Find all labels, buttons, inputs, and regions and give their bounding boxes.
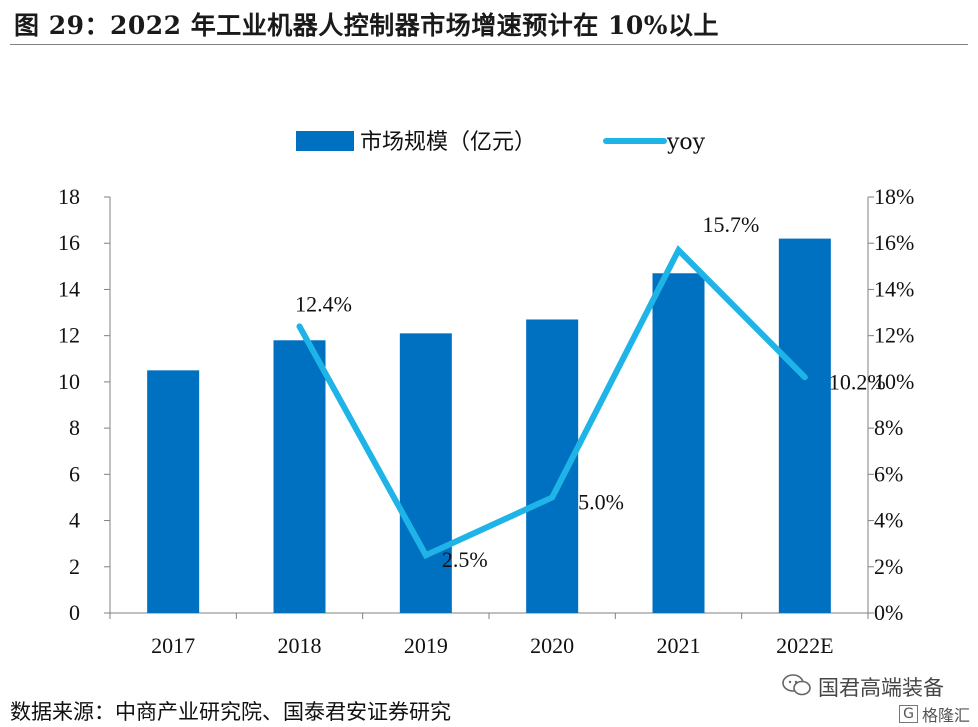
bar (147, 370, 200, 613)
legend-bar-label: 市场规模（亿元） (360, 130, 536, 155)
y-tick-label-right: 0% (874, 600, 903, 625)
source-note: 数据来源：中商产业研究院、国泰君安证券研究 (10, 700, 451, 724)
y-tick-label-left: 10 (58, 369, 80, 394)
x-tick-label: 2017 (151, 633, 195, 658)
y-tick-label-left: 16 (58, 230, 80, 255)
y-tick-label-right: 16% (874, 230, 914, 255)
badge-text: 格隆汇 (921, 706, 970, 725)
y-tick-label-left: 4 (69, 508, 80, 533)
y-tick-label-right: 14% (874, 276, 914, 301)
y-tick-label-right: 2% (874, 554, 903, 579)
y-tick-label-right: 4% (874, 508, 903, 533)
y-tick-label-left: 12 (58, 323, 80, 348)
bar (399, 333, 452, 613)
y-tick-label-left: 14 (58, 276, 80, 301)
y-tick-label-right: 6% (874, 461, 903, 486)
x-tick-label: 2020 (530, 633, 574, 658)
y-tick-label-right: 18% (874, 184, 914, 209)
yoy-data-label: 15.7% (703, 212, 760, 237)
y-tick-label-right: 8% (874, 415, 903, 440)
badge-letter: G (899, 705, 918, 723)
source-badge: G 格隆汇 (899, 702, 970, 726)
y-tick-label-left: 8 (69, 415, 80, 440)
title-divider (10, 44, 968, 45)
chart-title: 图 29：2022 年工业机器人控制器市场增速预计在 10%以上 (14, 11, 720, 40)
legend-line-label: yoy (666, 130, 706, 155)
legend: 市场规模（亿元） yoy (296, 130, 706, 155)
bar (273, 340, 326, 613)
y-tick-label-left: 0 (69, 600, 80, 625)
yoy-data-label: 12.4% (295, 291, 352, 316)
y-tick-label-right: 10% (874, 369, 914, 394)
yoy-line-group (296, 245, 808, 560)
x-tick-label: 2021 (657, 633, 701, 658)
yoy-line (296, 245, 808, 560)
x-tick-label: 2019 (404, 633, 448, 658)
bars (147, 238, 831, 613)
watermark: 国君高端装备 (782, 672, 944, 702)
wechat-icon (782, 673, 812, 702)
y-tick-label-right: 12% (874, 323, 914, 348)
bar (652, 273, 705, 613)
y-tick-label-left: 2 (69, 554, 80, 579)
bar (778, 238, 831, 613)
yoy-data-label: 5.0% (578, 489, 624, 514)
axes: 0 2 4 6 8 10 12 14 16 18 0% 2% 4% 6% 8% 10% 12% 14% 16% 18%… (58, 184, 914, 658)
x-tick-label: 2022E (776, 633, 833, 658)
watermark-text: 国君高端装备 (818, 676, 944, 700)
y-tick-label-left: 6 (69, 461, 80, 486)
x-tick-label: 2018 (278, 633, 322, 658)
legend-bar-swatch (296, 131, 354, 151)
data-labels: 12.4% 2.5% 5.0% 15.7% 10.2% (295, 212, 886, 572)
yoy-data-label: 10.2% (829, 369, 886, 394)
y-tick-label-left: 18 (58, 184, 80, 209)
yoy-data-label: 2.5% (442, 547, 488, 572)
